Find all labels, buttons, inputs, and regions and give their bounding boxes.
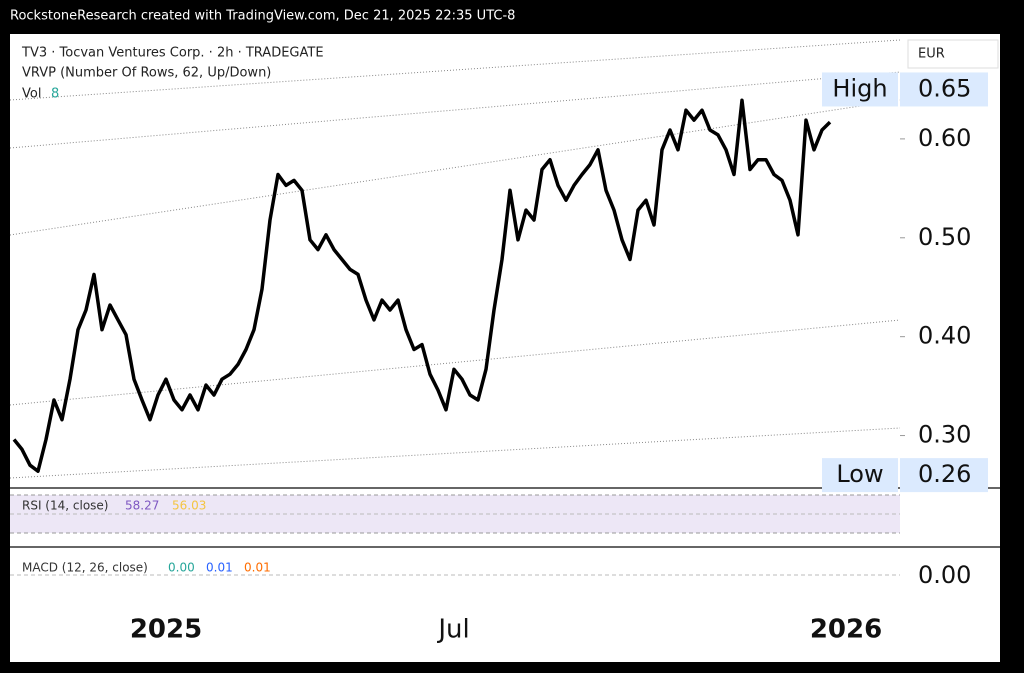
- currency-box: [907, 39, 999, 69]
- marker-value: 0.65: [918, 74, 971, 102]
- chart-panel: [10, 34, 1000, 662]
- marker-box: [822, 458, 898, 493]
- currency: EUR: [918, 47, 945, 62]
- x-tick-label: Jul: [436, 615, 469, 645]
- x-tick-label: 2025: [130, 615, 202, 645]
- macd-value: 0.01: [206, 561, 233, 575]
- chart-title: TV3 · Tocvan Ventures Corp. · 2h · TRADE…: [21, 46, 324, 61]
- rsi-ma-value: 56.03: [172, 499, 206, 513]
- volume-value: 8: [51, 87, 59, 102]
- marker-box: [822, 72, 898, 107]
- marker-value-box: [900, 458, 988, 493]
- price-line: [12, 98, 832, 473]
- rsi-value: 58.27: [125, 499, 159, 513]
- marker-label: High: [832, 74, 887, 102]
- x-tick-label: 2026: [810, 615, 882, 645]
- marker-value-box: [900, 72, 988, 107]
- macd-histogram-value: 0.00: [168, 561, 195, 575]
- volume-label: Vol: [22, 87, 41, 102]
- marker-label: Low: [836, 460, 883, 488]
- y-tick-label: 0.60: [918, 124, 971, 152]
- macd-signal-value: 0.01: [244, 561, 271, 575]
- y-tick-label: 0.30: [918, 421, 971, 449]
- y-tick-label: 0.50: [918, 223, 971, 251]
- y-tick-label: 0.40: [918, 322, 971, 350]
- marker-value: 0.26: [918, 460, 971, 488]
- macd-label: MACD (12, 26, close): [22, 561, 148, 575]
- subtitle: VRVP (Number Of Rows, 62, Up/Down): [22, 66, 271, 81]
- header: RockstoneResearch created with TradingVi…: [10, 9, 515, 24]
- macd-axis-label: 0.00: [918, 561, 971, 589]
- trend-lines: [9, 39, 901, 479]
- rsi-label: RSI (14, close): [22, 499, 108, 513]
